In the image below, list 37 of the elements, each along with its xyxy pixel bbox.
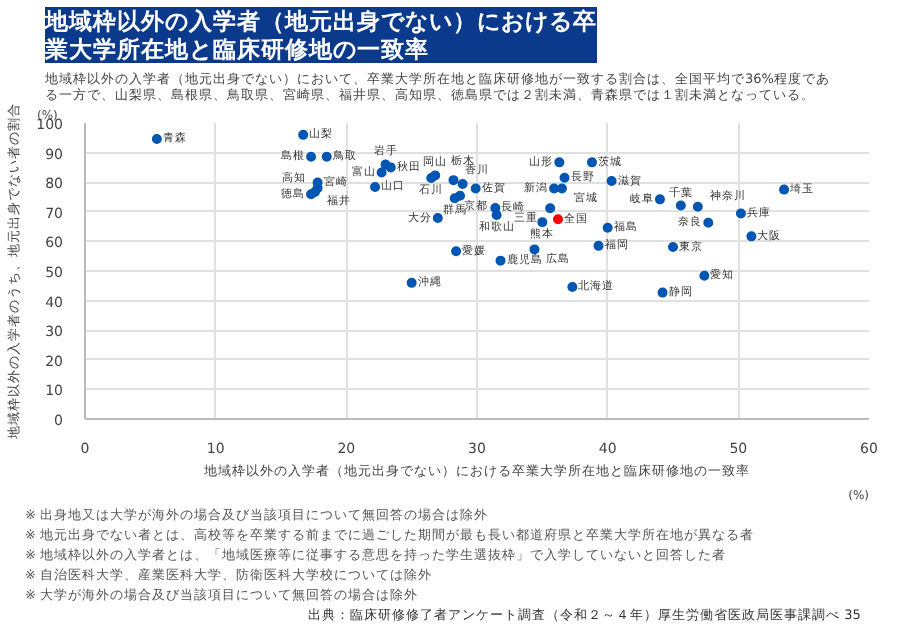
- point: [567, 281, 578, 292]
- point: [406, 277, 417, 288]
- point: [491, 210, 502, 221]
- point: [537, 217, 548, 228]
- point: [321, 151, 332, 162]
- point: [385, 162, 396, 173]
- point: [448, 175, 459, 186]
- point: [657, 287, 668, 298]
- point: [553, 214, 564, 225]
- point: [432, 213, 443, 224]
- point: [668, 242, 678, 253]
- point: [699, 270, 710, 281]
- point: [495, 255, 506, 266]
- point: [779, 184, 790, 195]
- point: [376, 167, 387, 178]
- point: [593, 240, 604, 251]
- point: [692, 201, 703, 212]
- point: [586, 157, 597, 168]
- point: [306, 151, 317, 162]
- point: [545, 203, 556, 214]
- point: [151, 133, 162, 144]
- point: [298, 129, 309, 140]
- point: [602, 222, 613, 233]
- point: [370, 181, 381, 192]
- point: [455, 190, 466, 201]
- point: [554, 157, 565, 168]
- point: [457, 178, 468, 189]
- point: [559, 172, 570, 183]
- point: [735, 208, 746, 219]
- point: [451, 246, 462, 257]
- point: [606, 176, 617, 187]
- point: [470, 183, 481, 194]
- x-axis-title: 地域枠以外の入学者（地元出身でない）における卒業大学所在地と臨床研修地の一致率: [43, 7, 597, 63]
- point: [703, 217, 714, 228]
- point: [746, 231, 757, 242]
- point: [654, 194, 665, 205]
- point: [675, 200, 686, 211]
